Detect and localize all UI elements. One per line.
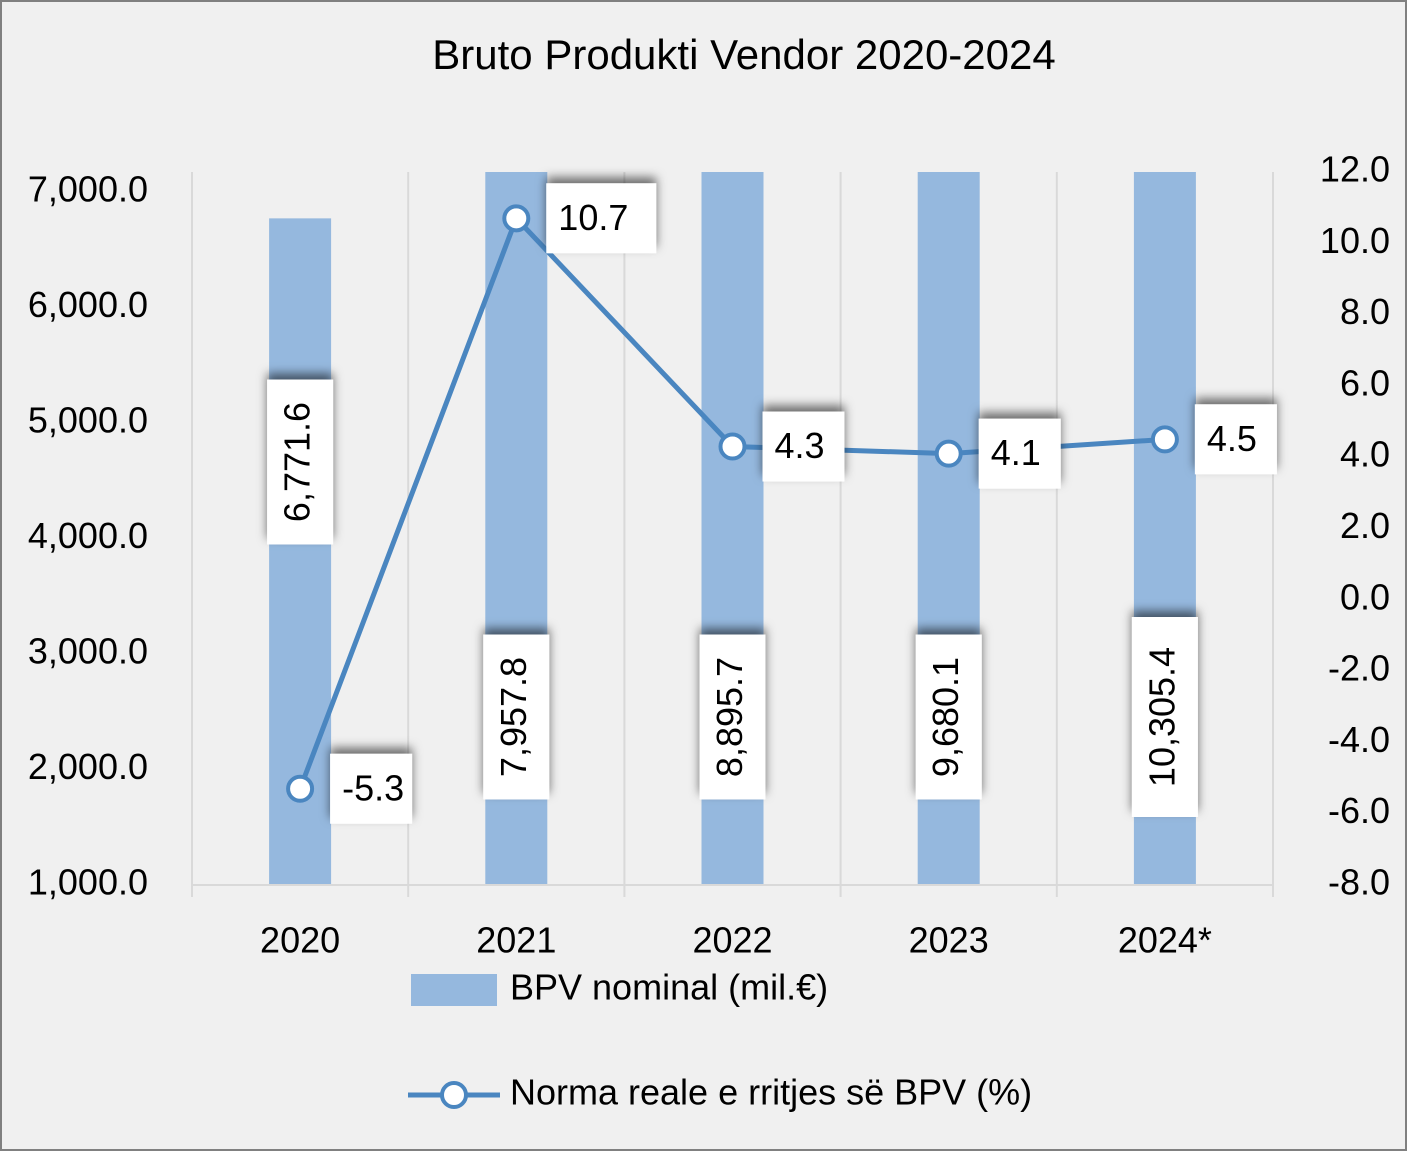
legend-marker xyxy=(440,1081,468,1109)
bar xyxy=(269,218,332,885)
y-tick-label: 6,000.0 xyxy=(28,284,148,325)
x-tick-label: 2024* xyxy=(1118,920,1212,961)
data-label-box xyxy=(915,634,982,800)
y2-tick-label: -8.0 xyxy=(1328,862,1390,903)
x-tick-label: 2021 xyxy=(476,920,556,961)
line-marker xyxy=(502,204,531,233)
data-label: 4.1 xyxy=(991,432,1041,473)
data-label: 8,895.7 xyxy=(709,657,750,777)
y2-tick-label: -4.0 xyxy=(1328,719,1390,760)
y2-tick-label: -2.0 xyxy=(1328,648,1390,689)
data-label-box xyxy=(483,634,550,800)
y-tick-label: 3,000.0 xyxy=(28,631,148,672)
line-marker xyxy=(934,439,963,468)
data-label-box xyxy=(546,183,657,254)
y2-tick-label: 6.0 xyxy=(1340,362,1390,403)
y2-tick-label: 10.0 xyxy=(1320,220,1390,261)
data-label-box xyxy=(762,411,845,482)
y2-tick-label: 4.0 xyxy=(1340,434,1390,475)
x-tick-label: 2020 xyxy=(260,920,340,961)
data-label: 4.3 xyxy=(775,425,825,466)
y2-tick-label: 2.0 xyxy=(1340,505,1390,546)
data-label: 6,771.6 xyxy=(277,402,318,522)
data-label-box xyxy=(1194,404,1277,475)
legend-swatch xyxy=(411,974,497,1006)
x-tick-label: 2022 xyxy=(692,920,772,961)
x-tick-label: 2023 xyxy=(909,920,989,961)
y-tick-label: 2,000.0 xyxy=(28,746,148,787)
legend-label: Norma reale e rritjes së BPV (%) xyxy=(510,1072,1032,1113)
y-tick-label: 5,000.0 xyxy=(28,400,148,441)
y-tick-label: 1,000.0 xyxy=(28,862,148,903)
data-label: 10.7 xyxy=(558,197,628,238)
data-label: 7,957.8 xyxy=(493,657,534,777)
data-label: 10,305.4 xyxy=(1141,647,1182,787)
y2-tick-label: -6.0 xyxy=(1328,790,1390,831)
y-tick-label: 4,000.0 xyxy=(28,515,148,556)
data-label-box xyxy=(267,379,334,545)
legend-label: BPV nominal (mil.€) xyxy=(510,967,828,1008)
data-label: -5.3 xyxy=(342,767,404,808)
y-tick-label: 7,000.0 xyxy=(28,168,148,209)
data-label-box xyxy=(978,418,1061,489)
data-label-box xyxy=(1131,617,1198,817)
data-label-box xyxy=(699,634,766,800)
y2-tick-label: 12.0 xyxy=(1320,149,1390,190)
line-marker xyxy=(1150,425,1179,454)
y2-tick-label: 8.0 xyxy=(1340,291,1390,332)
y2-tick-label: 0.0 xyxy=(1340,576,1390,617)
data-label-box xyxy=(330,753,413,824)
chart-title: Bruto Produkti Vendor 2020-2024 xyxy=(432,31,1055,78)
line-marker xyxy=(286,774,315,803)
line-marker xyxy=(718,432,747,461)
data-label: 4.5 xyxy=(1207,418,1257,459)
data-label: 9,680.1 xyxy=(925,657,966,777)
